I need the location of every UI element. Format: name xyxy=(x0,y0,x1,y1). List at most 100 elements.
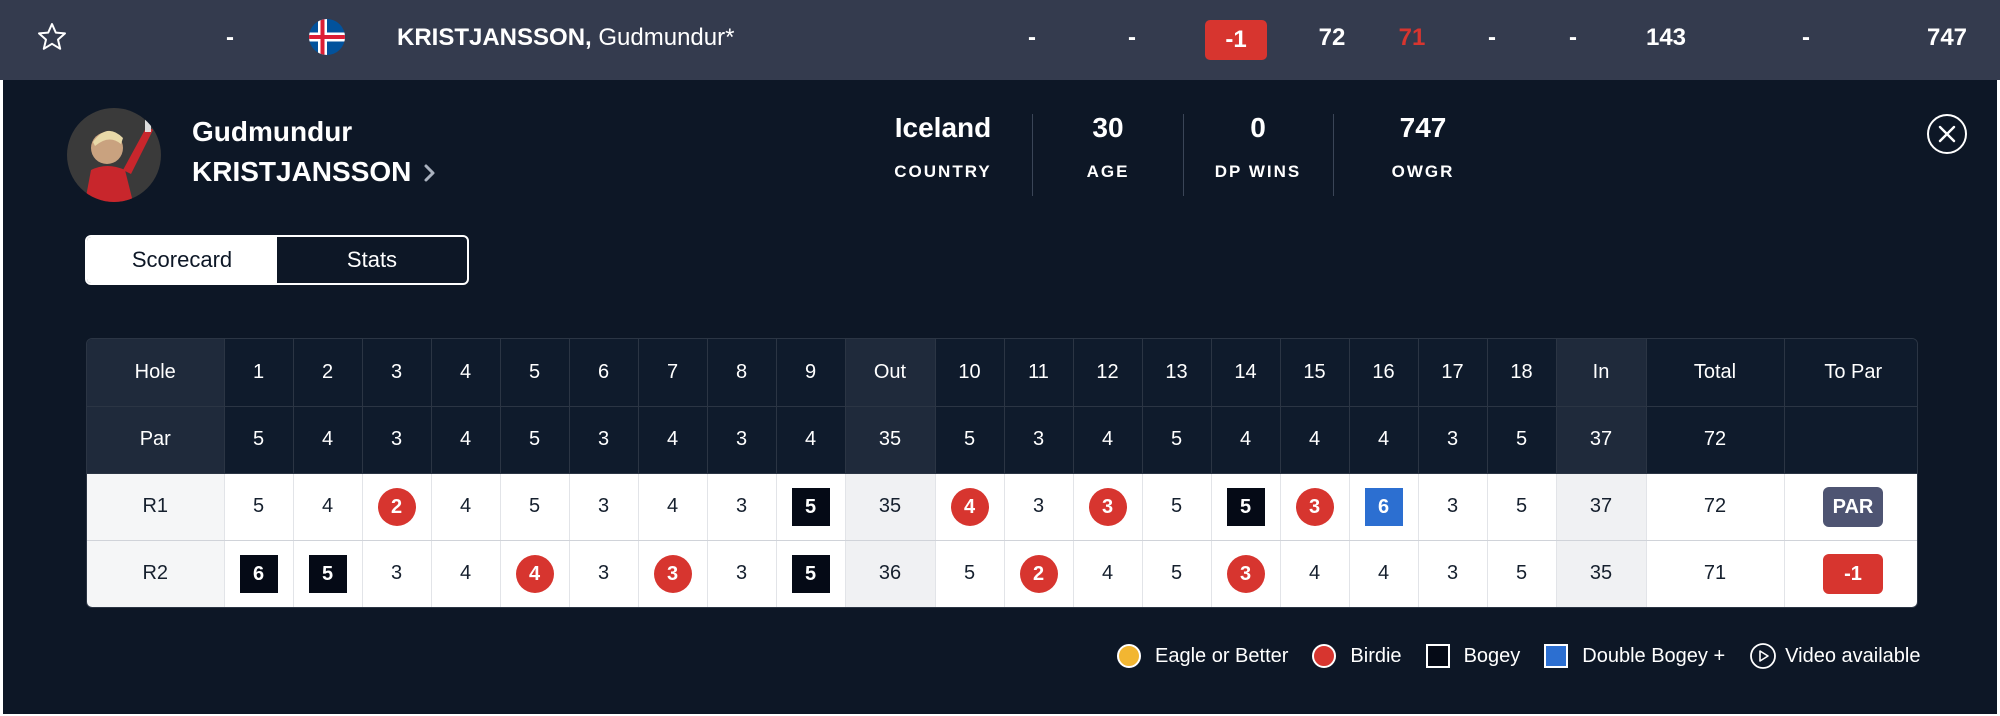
hole-cell: In xyxy=(1556,339,1647,407)
score-cell: 3 xyxy=(1211,540,1281,607)
round1-score: 72 xyxy=(1318,24,1346,51)
score-cell: 4 xyxy=(1280,540,1350,607)
hole-cell: 9 xyxy=(776,339,846,407)
par-cell: 37 xyxy=(1556,406,1647,474)
hole-cell: 2 xyxy=(293,339,363,407)
player-name[interactable]: KRISTJANSSON, Gudmundur* xyxy=(397,24,734,52)
par-cell: 5 xyxy=(1487,406,1557,474)
play-icon xyxy=(1750,643,1777,669)
par-cell: 3 xyxy=(569,406,639,474)
hole-cell: 14 xyxy=(1211,339,1281,407)
stat-value: Iceland xyxy=(894,112,992,143)
par-cell: 3 xyxy=(1004,406,1074,474)
round4-score: - xyxy=(1569,24,1577,51)
par-cell: 35 xyxy=(845,406,936,474)
score-cell: 5 xyxy=(1487,540,1557,607)
bogey-swatch-icon xyxy=(1425,644,1450,668)
owgr-rank: 747 xyxy=(1926,24,1968,51)
hole-cell: 3 xyxy=(362,339,432,407)
hole-row: Hole 1 2 3 4 5 6 7 8 9 Out 10 11 12 13 14 15 16 17 18 In Tota… xyxy=(87,339,1917,407)
par-cell: 5 xyxy=(224,406,294,474)
stat-value: 30 xyxy=(1092,112,1124,143)
total-score: 143 xyxy=(1645,24,1687,51)
chevron-right-icon[interactable] xyxy=(422,160,438,186)
stat-value: 0 xyxy=(1250,112,1266,143)
bogey-marker: 5 xyxy=(1226,487,1265,526)
birdie-marker: 4 xyxy=(950,487,989,526)
par-cell: 4 xyxy=(776,406,846,474)
birdie-marker: 3 xyxy=(1295,487,1334,526)
stat-label: COUNTRY xyxy=(894,162,992,181)
legend-label: Eagle or Better xyxy=(1155,644,1289,667)
par-cell: 5 xyxy=(500,406,570,474)
score-cell: 4 xyxy=(431,473,501,541)
stat-label: AGE xyxy=(1086,162,1130,181)
hole-cell: 10 xyxy=(935,339,1005,407)
par-cell: 3 xyxy=(1418,406,1488,474)
par-label-cell: Par xyxy=(87,406,225,474)
favorite-star-icon[interactable] xyxy=(36,21,68,53)
hole-cell: 17 xyxy=(1418,339,1488,407)
hole-cell: 5 xyxy=(500,339,570,407)
par-cell: 3 xyxy=(707,406,777,474)
player-first-name: Gudmundur* xyxy=(598,24,735,51)
score-cell: 37 xyxy=(1556,473,1647,541)
legend-label: Video available xyxy=(1785,644,1921,667)
round-row: R1 5 4 2 4 5 3 4 3 5 35 4 3 3 5 5 3 6 3 5 37 72 PAR xyxy=(87,473,1917,541)
hole-cell: 7 xyxy=(638,339,708,407)
score-cell: 5 xyxy=(776,473,846,541)
par-cell: 4 xyxy=(293,406,363,474)
legend-video: Video available xyxy=(1749,642,1920,670)
legend-birdie: Birdie xyxy=(1312,644,1402,668)
hole-cell: Total xyxy=(1646,339,1785,407)
hole-cell: 6 xyxy=(569,339,639,407)
score-cell: 3 xyxy=(1418,540,1488,607)
score-cell: 5 xyxy=(935,540,1005,607)
leaderboard-row[interactable]: - KRISTJANSSON, Gudmundur* - - -1 72 71 … xyxy=(0,0,2000,80)
score-cell: 3 xyxy=(1073,473,1143,541)
tab-scorecard[interactable]: Scorecard xyxy=(87,237,277,283)
bogey-marker: 5 xyxy=(308,554,347,593)
score-cell: 71 xyxy=(1646,540,1785,607)
double-bogey-swatch-icon xyxy=(1544,644,1569,668)
par-cell: 4 xyxy=(1349,406,1419,474)
score-cell: PAR xyxy=(1784,473,1917,541)
birdie-marker: 3 xyxy=(1088,487,1127,526)
tab-stats[interactable]: Stats xyxy=(346,247,398,272)
stat-owgr: 747 OWGR xyxy=(1348,112,1498,182)
hole-cell: 11 xyxy=(1004,339,1074,407)
score-cell: -1 xyxy=(1784,540,1917,607)
hole-cell: 1 xyxy=(224,339,294,407)
hole-cell: 13 xyxy=(1142,339,1212,407)
par-cell: 72 xyxy=(1646,406,1785,474)
score-cell: 2 xyxy=(1004,540,1074,607)
round-label-cell: R2 xyxy=(87,540,225,607)
score-cell: 5 xyxy=(1142,473,1212,541)
score-cell: 6 xyxy=(1349,473,1419,541)
hole-cell: 18 xyxy=(1487,339,1557,407)
today-score: - xyxy=(1028,24,1036,51)
hole-cell: 15 xyxy=(1280,339,1350,407)
eagle-swatch-icon xyxy=(1117,644,1141,668)
round-label-cell: R1 xyxy=(87,473,225,541)
score-cell: 3 xyxy=(707,473,777,541)
hole-cell: 12 xyxy=(1073,339,1143,407)
score-cell: 5 xyxy=(1211,473,1281,541)
par-cell: 3 xyxy=(362,406,432,474)
to-par-pill: -1 xyxy=(1823,553,1883,594)
score-cell: 3 xyxy=(569,540,639,607)
score-legend: Eagle or Better Birdie Bogey Double Boge… xyxy=(1117,642,1920,670)
score-cell: 3 xyxy=(1280,473,1350,541)
close-button[interactable] xyxy=(1927,114,1967,154)
score-cell: 2 xyxy=(362,473,432,541)
score-cell: 4 xyxy=(293,473,363,541)
player-profile-link[interactable]: KRISTJANSSON xyxy=(192,156,412,187)
score-cell: 36 xyxy=(845,540,936,607)
score-cell: 5 xyxy=(293,540,363,607)
legend-label: Double Bogey + xyxy=(1582,644,1726,667)
player-avatar xyxy=(67,108,161,202)
score-cell: 4 xyxy=(935,473,1005,541)
score-cell: 4 xyxy=(500,540,570,607)
score-cell: 3 xyxy=(1004,473,1074,541)
score-cell: 3 xyxy=(362,540,432,607)
